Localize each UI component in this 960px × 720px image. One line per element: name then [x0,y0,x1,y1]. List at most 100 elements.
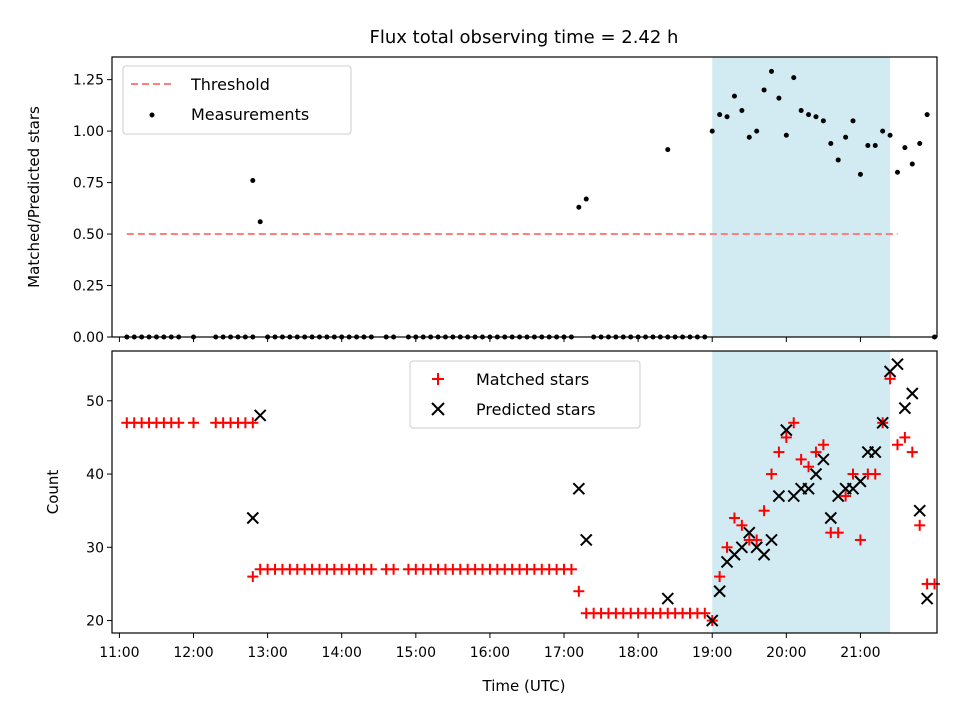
y-tick-label-top: 0.50 [73,227,104,243]
measurement-point [583,196,589,202]
matched-star-point [840,490,852,502]
predicted-star-point [809,467,823,481]
legend-predicted-swatch [431,402,445,416]
predicted-star-point [898,401,912,415]
measurement-point [769,68,775,74]
matched-star-point [803,461,815,473]
y-axis-bottom: 20 30 40 50 [86,394,112,630]
measurement-point [576,204,582,210]
measurement-point [857,171,863,177]
matched-star-point [699,607,711,619]
matched-star-point [899,431,911,443]
matched-star-point [929,578,941,590]
matched-star-point [714,571,726,583]
measurement-point [872,143,878,149]
matched-star-point [817,439,829,451]
x-tick-label: 20:00 [766,645,806,661]
measurement-point [917,140,923,146]
legend-matched-label: Matched stars [476,370,589,389]
legend-bottom: Matched stars Predicted stars [409,360,641,429]
matched-star-point [573,585,585,597]
y-tick-label-bottom: 40 [86,467,104,483]
matched-star-point [869,468,881,480]
predicted-star-point [246,511,260,525]
y-axis-label-bottom: Count [44,470,62,515]
axes-frame-top [111,56,938,338]
measurement-point [761,87,767,93]
legend-measurements-label: Measurements [191,105,309,124]
measurement-point [754,128,760,134]
y-tick-label-top: 1.00 [73,124,104,140]
measurement-point [746,134,752,140]
predicted-star-point [572,482,586,495]
predicted-star-point [817,453,830,466]
x-tick-label: 11:00 [99,645,139,661]
matched-star-point [884,373,896,385]
predicted-star-point [253,409,267,422]
x-tick-label: 21:00 [840,645,880,661]
measurement-point [894,169,900,175]
matched-star-point [758,505,770,517]
x-tick-label: 14:00 [322,645,362,661]
y-tick-label-bottom: 20 [86,614,104,630]
matched-star-point [795,453,807,465]
x-axis-top [118,337,861,342]
matched-star-point [247,417,259,429]
x-tick-label: 16:00 [470,645,510,661]
legend-frame-top [122,65,352,135]
predicted-star-point [854,475,867,488]
measurement-point [250,178,256,184]
matched-star-point [810,446,822,458]
matched-star-point [773,446,785,458]
matched-star-point [914,519,926,531]
measurement-point [813,114,819,120]
measurement-point [791,75,797,81]
y-axis-label-top: Matched/Predicted stars [25,106,43,288]
measurement-point [665,147,671,153]
x-tick-label: 17:00 [544,645,584,661]
x-tick-label: 19:00 [692,645,732,661]
measurement-point [783,132,789,138]
x-tick-label: 15:00 [396,645,436,661]
legend-measurements-swatch [149,112,155,118]
x-axis-label: Time (UTC) [482,677,566,695]
measurement-point [865,143,871,149]
predicted-star-point [743,526,756,539]
shaded-span-bottom [712,351,891,633]
predicted-star-point [706,614,719,627]
matched-star-point [247,571,259,583]
predicted-star-point [580,533,593,547]
matched-star-point [728,512,740,524]
matched-star-point [736,519,748,531]
x-tick-label: 13:00 [247,645,287,661]
predicted-star-point [869,445,882,459]
measurement-point [739,108,745,114]
predicted-star-point [757,548,771,561]
chart-title: Flux total observing time = 2.42 h [370,27,679,48]
x-axis-bottom: 11:00 12:00 13:00 14:00 15:00 16:00 17:00 18:00… [99,633,881,661]
predicted-star-point [713,585,726,598]
predicted-star-point [906,387,919,400]
matched-star-point [847,468,859,480]
y-tick-label-bottom: 50 [86,394,104,410]
matched-star-point [365,563,377,575]
measurement-point [257,219,263,225]
matched-star-point [891,439,903,451]
measurement-point [806,112,812,118]
measurement-point [709,128,715,134]
measurement-point [724,114,730,120]
measurement-point [887,132,893,138]
legend-threshold-label: Threshold [190,75,270,94]
measurement-point [798,108,804,114]
matched-star-point [766,468,778,480]
measurement-point [850,118,856,124]
y-tick-label-top: 0.00 [73,330,104,346]
measurement-point [731,93,737,99]
shaded-span-top [712,57,891,337]
predicted-star-point [891,357,904,371]
y-tick-label-top: 0.25 [73,279,104,295]
x-tick-label: 18:00 [618,645,658,661]
measurement-point [902,145,908,151]
predicted-star-point [735,541,749,554]
